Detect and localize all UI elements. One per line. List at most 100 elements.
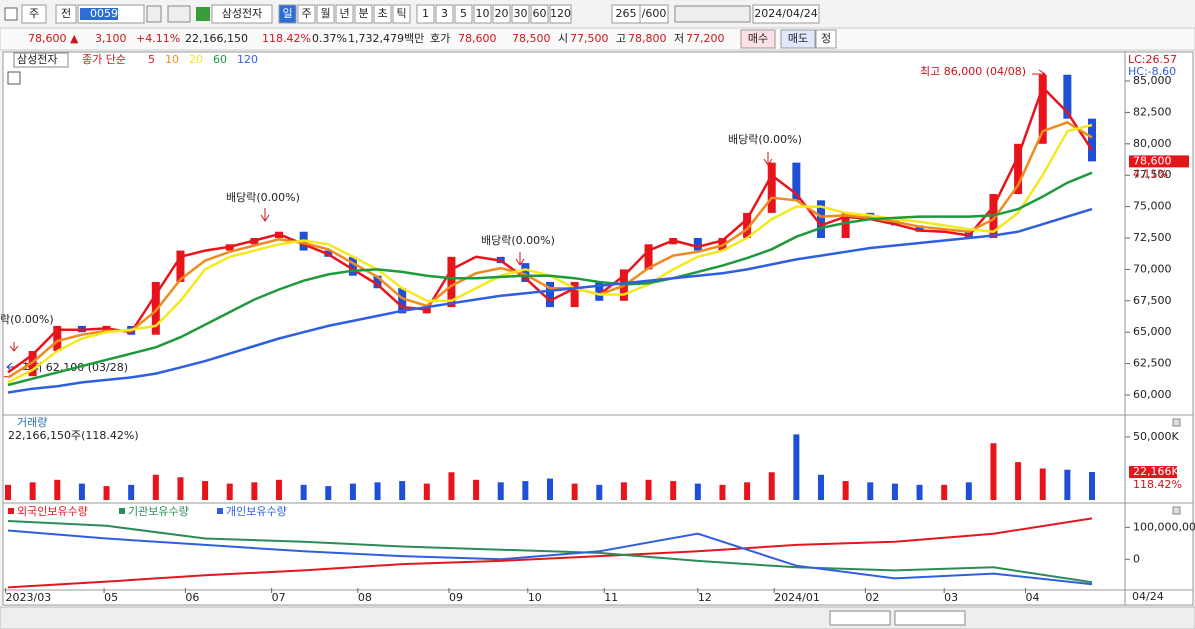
candle — [743, 212, 752, 239]
x-tick-label: 04 — [1025, 591, 1039, 604]
legend-swatch — [119, 508, 125, 514]
last-date: 04/24 — [1132, 590, 1164, 603]
order-button[interactable] — [815, 29, 837, 49]
info-bar — [0, 27, 1195, 51]
volume-bar — [54, 479, 61, 500]
dividend-label: 락(0.00%) — [0, 313, 54, 326]
candle — [1038, 74, 1047, 144]
toolbar-text: 30 — [514, 7, 528, 20]
volume-bar — [349, 483, 356, 500]
volume-bar — [29, 482, 36, 500]
toolbar-button[interactable] — [492, 4, 511, 24]
tool-icons[interactable] — [674, 5, 751, 23]
toolbar-button[interactable] — [454, 4, 473, 24]
sound-button[interactable] — [167, 5, 191, 23]
toolbar-button[interactable] — [435, 4, 454, 24]
x-tick-label: 12 — [698, 591, 712, 604]
legend-swatch — [217, 508, 223, 514]
last-price-label: 78,600 — [1133, 154, 1172, 167]
volume-bar — [473, 479, 480, 500]
volume-bar — [670, 481, 677, 500]
toolbar-button[interactable] — [211, 4, 273, 24]
toolbar-text: 분 — [358, 7, 368, 20]
legend-entry: 외국인보유수량 — [17, 505, 88, 518]
toolbar-button[interactable] — [392, 4, 411, 24]
volume-bar — [374, 482, 381, 500]
toolbar-button[interactable] — [297, 4, 316, 24]
y-tick-label: 65,000 — [1133, 325, 1172, 338]
panel-close[interactable] — [1172, 506, 1181, 515]
volume-bar — [596, 484, 603, 500]
y-tick-label: 72,500 — [1133, 231, 1172, 244]
last-volume-box — [1129, 466, 1177, 479]
volume-bar — [522, 481, 529, 500]
info-text: 0.37% — [312, 32, 347, 45]
y-tick-label: 0 — [1133, 552, 1140, 565]
toolbar-button[interactable] — [335, 4, 354, 24]
dividend-arrow — [9, 342, 19, 352]
toolbar-button[interactable] — [21, 4, 47, 24]
volume-bar — [276, 479, 282, 500]
volume-bar — [78, 483, 85, 500]
y-tick-label: 67,500 — [1133, 294, 1172, 307]
volume-bar — [300, 484, 307, 500]
toolbar-button[interactable] — [316, 4, 335, 24]
x-tick-label: 08 — [358, 591, 372, 604]
toolbar-button[interactable] — [278, 4, 297, 24]
last-change: 4.11% — [1133, 167, 1168, 180]
y-tick-label: 100,000,00 — [1133, 520, 1195, 533]
toolbar-button[interactable] — [549, 4, 572, 24]
chart-area — [2, 51, 1126, 606]
toolbar-button[interactable] — [416, 4, 435, 24]
candle — [570, 281, 579, 308]
volume-bar — [152, 474, 159, 500]
info-text: 호가 — [430, 32, 450, 45]
candle — [521, 263, 530, 282]
toolbar-text: 초 — [377, 7, 387, 20]
toolbar-text: 120 — [550, 7, 571, 20]
info-text: 78,600 ▲ — [28, 32, 79, 45]
candle — [373, 275, 382, 289]
x-tick-label: 06 — [185, 591, 199, 604]
dividend-arrow — [260, 208, 270, 222]
volume-bar — [990, 443, 997, 500]
info-text: 77,500 — [570, 32, 609, 45]
toolbar-button[interactable] — [752, 4, 820, 24]
dividend-label: 배당락(0.00%) — [481, 234, 555, 247]
legend-swatch — [8, 508, 14, 514]
volume-bar — [202, 481, 209, 500]
candle — [1063, 74, 1072, 119]
zoom-slider[interactable] — [894, 610, 966, 626]
legend-entry: 5 — [148, 53, 155, 66]
candle — [915, 225, 924, 232]
volume-bar — [842, 481, 849, 500]
y-tick-label: 82,500 — [1133, 105, 1172, 118]
candle — [1088, 118, 1096, 162]
order-button[interactable] — [780, 29, 816, 49]
toolbar-button[interactable] — [473, 4, 492, 24]
toolbar-button[interactable] — [511, 4, 530, 24]
candle — [595, 281, 604, 301]
volume-bar — [645, 479, 652, 500]
volume-bar — [793, 434, 800, 500]
scroll-buttons[interactable] — [829, 610, 891, 626]
x-tick-label: 11 — [604, 591, 618, 604]
order-button[interactable] — [740, 29, 776, 49]
toolbar-text: 60 — [533, 7, 547, 20]
toolbar-button[interactable] — [639, 4, 669, 24]
legend-entry: 60 — [213, 53, 227, 66]
toolbar-button[interactable] — [354, 4, 373, 24]
toolbar-button[interactable] — [55, 4, 77, 24]
search-button[interactable] — [146, 5, 162, 23]
toolbar-text: 년 — [339, 7, 349, 20]
volume-bar — [744, 482, 751, 500]
legend-entry: 개인보유수량 — [226, 505, 287, 518]
scroll-bar[interactable] — [0, 606, 1195, 629]
window-icon[interactable] — [4, 7, 18, 21]
toolbar-button[interactable] — [373, 4, 392, 24]
table-icon[interactable] — [7, 71, 21, 85]
panel-close[interactable] — [1172, 418, 1181, 427]
toolbar-button[interactable] — [530, 4, 549, 24]
volume-bar — [177, 477, 184, 500]
